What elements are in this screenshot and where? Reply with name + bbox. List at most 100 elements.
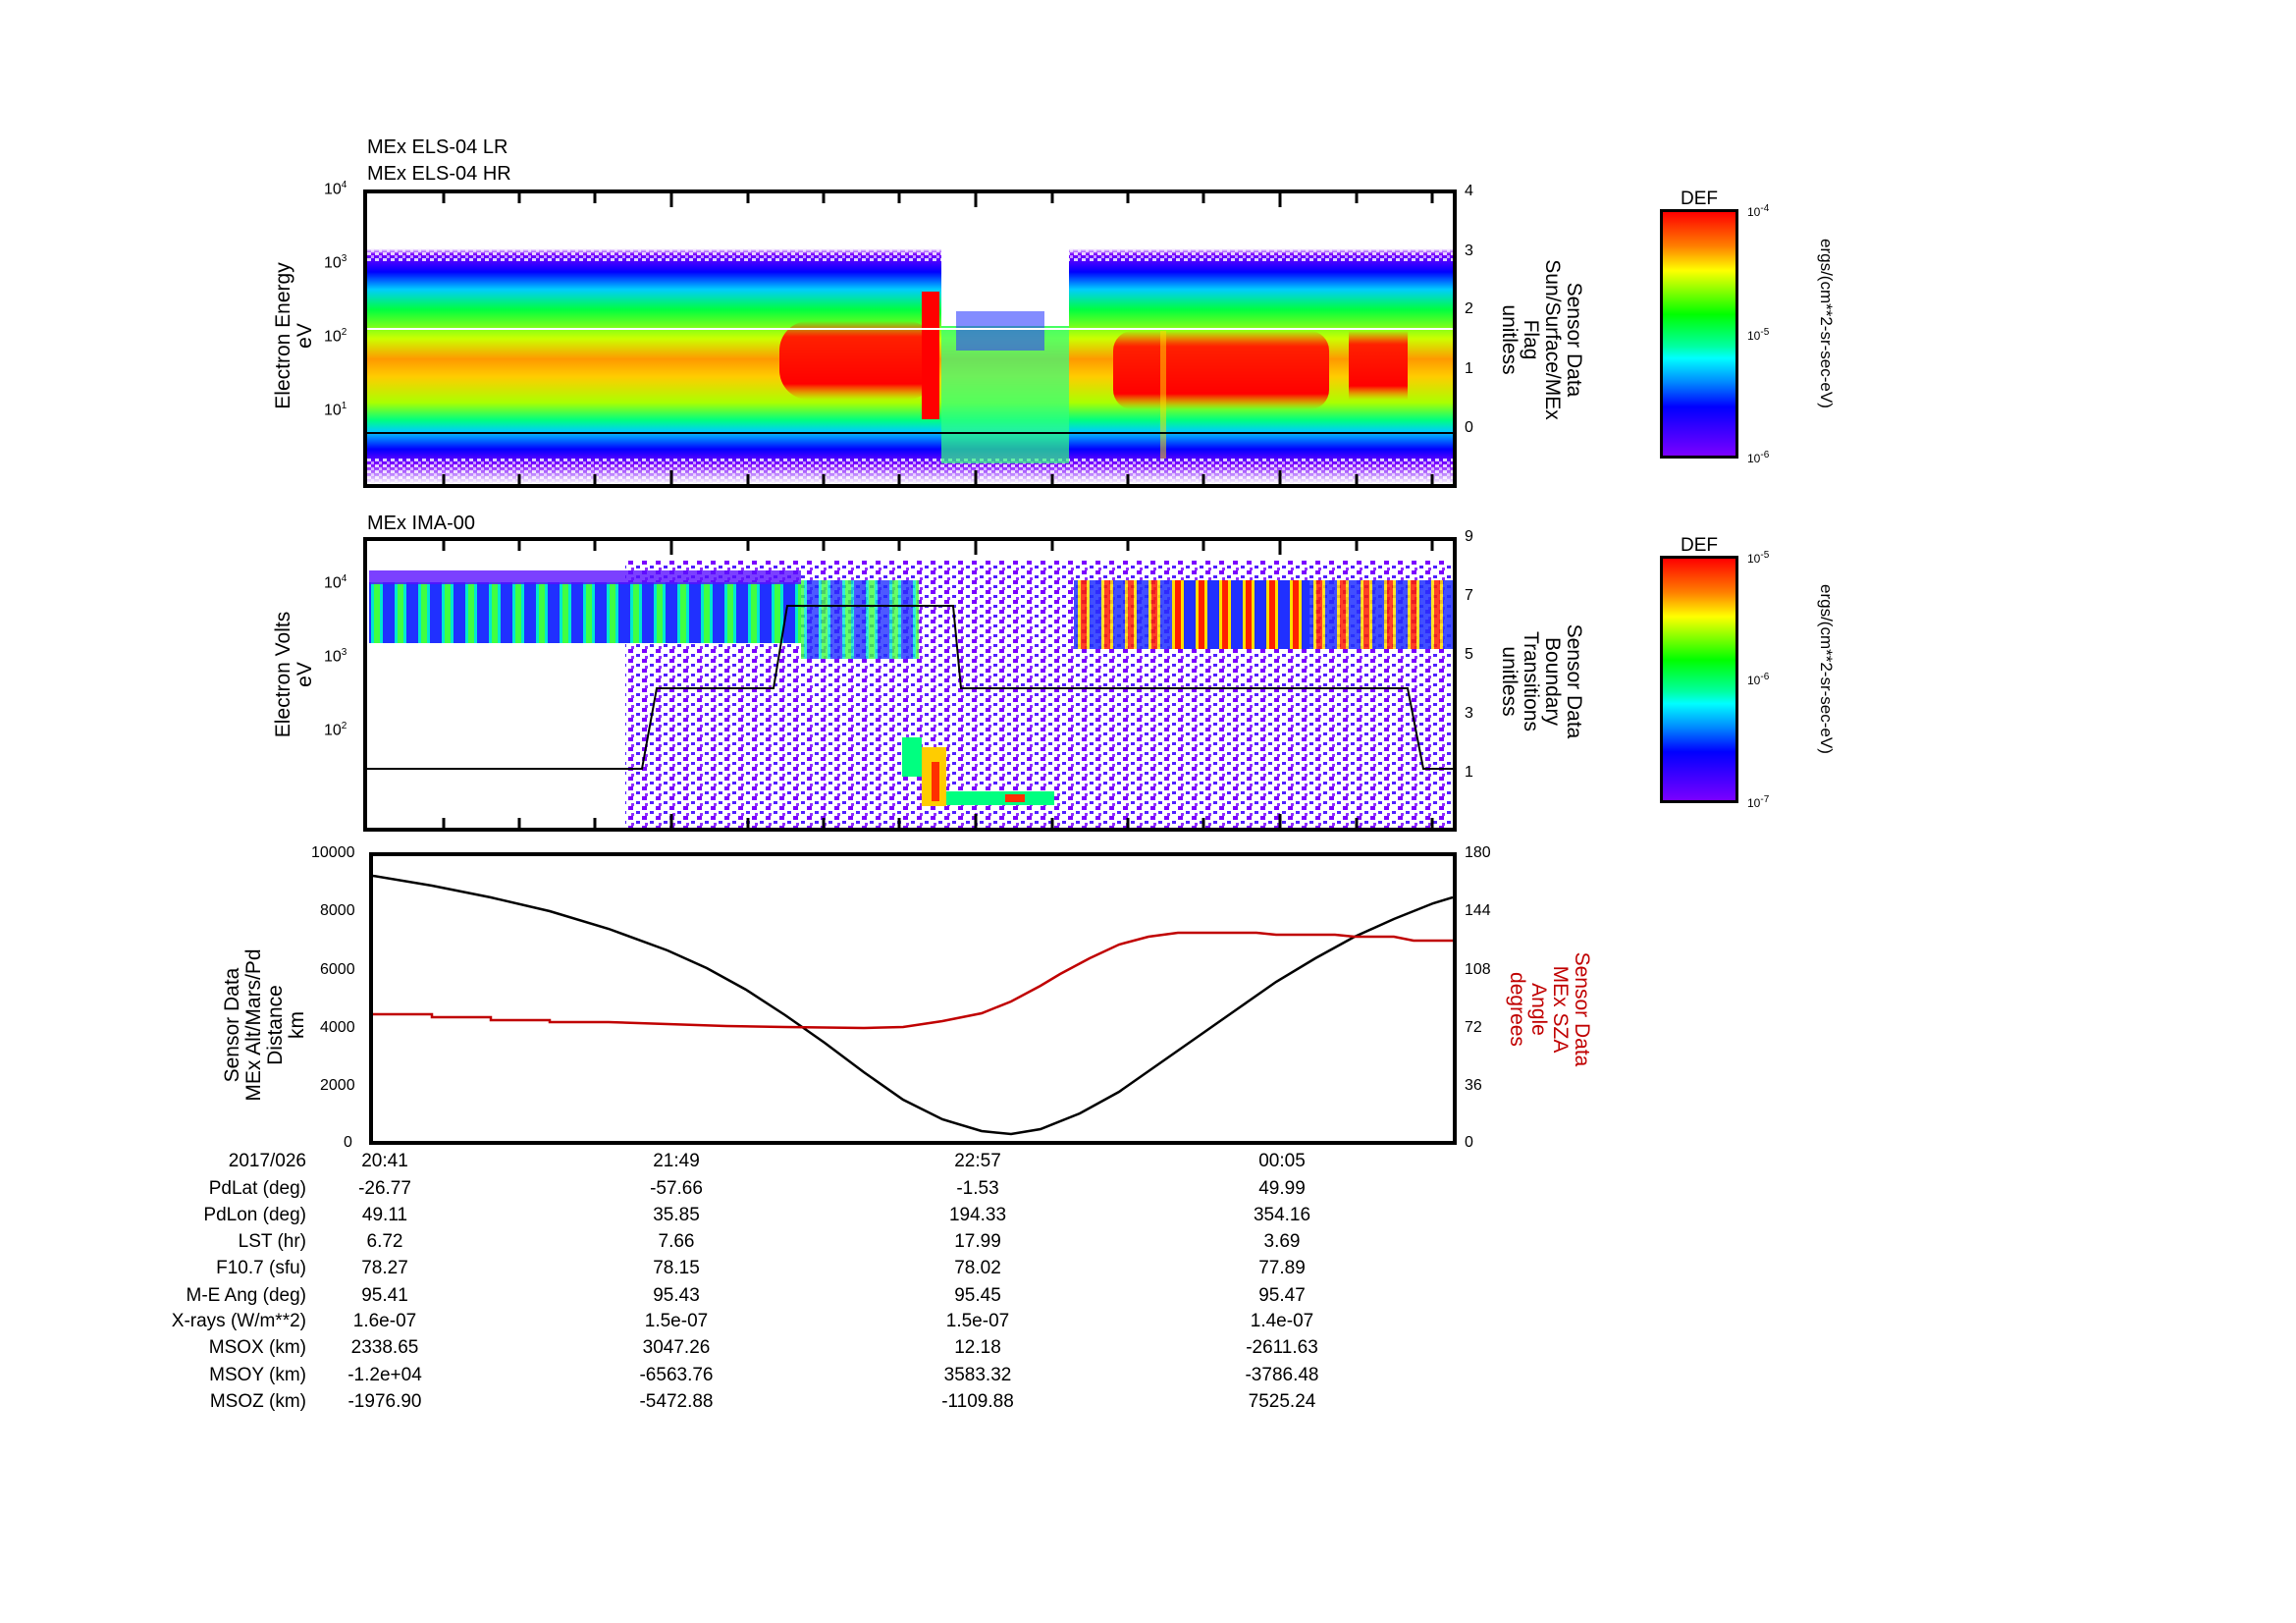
cell: 7.66 (658, 1231, 695, 1252)
cell: 12.18 (954, 1337, 1001, 1358)
cell: 6.72 (366, 1231, 403, 1252)
p3-ytick-10000: 10000 (311, 844, 355, 861)
p1-rlabel: Sensor Data Sun/Surface/MEx Flag unitles… (1498, 259, 1585, 420)
p2-ytick-1e3: 103 (324, 647, 347, 666)
p2-rtick-1: 1 (1465, 764, 1473, 781)
cell: 1.4e-07 (1250, 1311, 1314, 1331)
sza-line (373, 931, 1453, 1030)
p1-ylabel: Electron Energy eV (272, 262, 316, 409)
p3-rlabel: Sensor Data MEx SZA Angle degrees (1506, 951, 1593, 1067)
p3-ytick-8000: 8000 (320, 902, 355, 919)
p2-rtick-7: 7 (1465, 587, 1473, 604)
p2-rtick-3: 3 (1465, 705, 1473, 722)
cell: 1.6e-07 (352, 1311, 417, 1331)
panel2-title: MEx IMA-00 (367, 513, 476, 534)
panel2-spectrogram[interactable] (363, 537, 1457, 832)
row-label-xrays: X-rays (W/m**2) (171, 1311, 306, 1331)
cb2-mid: 10-6 (1747, 672, 1770, 687)
p3-rtick-144: 144 (1465, 902, 1491, 919)
p3-ytick-0: 0 (344, 1134, 352, 1151)
boundary-transitions-line (367, 605, 1453, 770)
p1-rtick-4: 4 (1465, 183, 1473, 199)
p2-rlabel: Sensor Data Boundary Transitions unitles… (1498, 623, 1585, 739)
cell: -1.2e+04 (347, 1365, 422, 1385)
p3-ytick-2000: 2000 (320, 1077, 355, 1094)
p3-ytick-6000: 6000 (320, 961, 355, 978)
p1-ytick-1e2: 102 (324, 327, 347, 346)
cell: 22:57 (954, 1151, 1001, 1171)
cell: -2611.63 (1246, 1337, 1318, 1358)
cell: 3.69 (1263, 1231, 1301, 1252)
cell: -57.66 (650, 1178, 703, 1199)
p3-rtick-72: 72 (1465, 1019, 1482, 1036)
p1-ytick-1e3: 103 (324, 253, 347, 272)
cell: -1.53 (956, 1178, 999, 1199)
cell: 7525.24 (1248, 1391, 1316, 1412)
cell: 49.99 (1258, 1178, 1306, 1199)
p1-rtick-3: 3 (1465, 243, 1473, 259)
cell: 1.5e-07 (945, 1311, 1010, 1331)
panel1-title-lr: MEx ELS-04 LR (367, 136, 508, 158)
cell: -1976.90 (347, 1391, 422, 1412)
p2-rtick-5: 5 (1465, 646, 1473, 663)
cell: 17.99 (954, 1231, 1001, 1252)
cell: -3786.48 (1245, 1365, 1319, 1385)
row-label-lst: LST (hr) (238, 1231, 306, 1252)
p3-ytick-4000: 4000 (320, 1019, 355, 1036)
els-spectrogram-image (367, 193, 1453, 484)
panel1-spectrogram[interactable] (363, 189, 1457, 488)
row-label-date: 2017/026 (228, 1151, 306, 1171)
row-label-msoz: MSOZ (km) (209, 1391, 306, 1412)
cell: 2338.65 (350, 1337, 419, 1358)
p1-rtick-0: 0 (1465, 419, 1473, 436)
cell: 77.89 (1258, 1258, 1306, 1278)
p2-rtick-9: 9 (1465, 528, 1473, 545)
p3-rtick-0: 0 (1465, 1134, 1473, 1151)
p1-rtick-1: 1 (1465, 360, 1473, 377)
p3-ylabel: Sensor Data MEx Alt/Mars/Pd Distance km (221, 948, 308, 1102)
panel1-title-hr: MEx ELS-04 HR (367, 163, 511, 185)
cb1-unit: ergs/(cm**2-sr-sec-eV) (1817, 239, 1836, 408)
p3-rtick-36: 36 (1465, 1077, 1482, 1094)
altitude-line (373, 874, 1453, 1136)
altitude-sza-plot (373, 874, 1453, 1136)
cell: -1109.88 (941, 1391, 1014, 1412)
cb2-max: 10-5 (1747, 550, 1770, 566)
p1-ytick-1e4: 104 (324, 180, 347, 198)
cb2-unit: ergs/(cm**2-sr-sec-eV) (1817, 584, 1836, 754)
cb1-mid: 10-5 (1747, 327, 1770, 343)
colorbar-els (1660, 209, 1738, 459)
p3-rtick-108: 108 (1465, 961, 1491, 978)
panel3-lineplot[interactable] (369, 852, 1457, 1145)
p1-ytick-1e1: 101 (324, 401, 347, 419)
cb1-max: 10-4 (1747, 203, 1770, 219)
p2-ytick-1e4: 104 (324, 573, 347, 592)
cell: 20:41 (361, 1151, 408, 1171)
row-label-f107: F10.7 (sfu) (216, 1258, 306, 1278)
cell: 95.45 (954, 1285, 1001, 1306)
p2-ytick-1e2: 102 (324, 721, 347, 739)
row-label-msoy: MSOY (km) (209, 1365, 306, 1385)
cell: 49.11 (361, 1205, 408, 1225)
cell: 95.47 (1258, 1285, 1306, 1306)
row-label-me-ang: M-E Ang (deg) (186, 1285, 307, 1306)
p3-rtick-180: 180 (1465, 844, 1491, 861)
cell: 194.33 (948, 1205, 1007, 1225)
row-label-pdlon: PdLon (deg) (203, 1205, 306, 1225)
cb1-title: DEF (1681, 189, 1718, 209)
cell: 00:05 (1258, 1151, 1306, 1171)
cell: 21:49 (653, 1151, 700, 1171)
cell: -5472.88 (639, 1391, 714, 1412)
cell: 78.15 (653, 1258, 700, 1278)
cb2-title: DEF (1681, 535, 1718, 556)
ima-spectrogram-image (367, 541, 1453, 828)
cell: 3583.32 (943, 1365, 1012, 1385)
cell: -6563.76 (639, 1365, 714, 1385)
cb2-min: 10-7 (1747, 794, 1770, 810)
cell: 35.85 (653, 1205, 700, 1225)
p2-ylabel: Electron Volts eV (272, 611, 316, 738)
cb1-min: 10-6 (1747, 450, 1770, 465)
cell: -26.77 (358, 1178, 411, 1199)
row-label-pdlat: PdLat (deg) (208, 1178, 306, 1199)
cell: 78.27 (361, 1258, 408, 1278)
